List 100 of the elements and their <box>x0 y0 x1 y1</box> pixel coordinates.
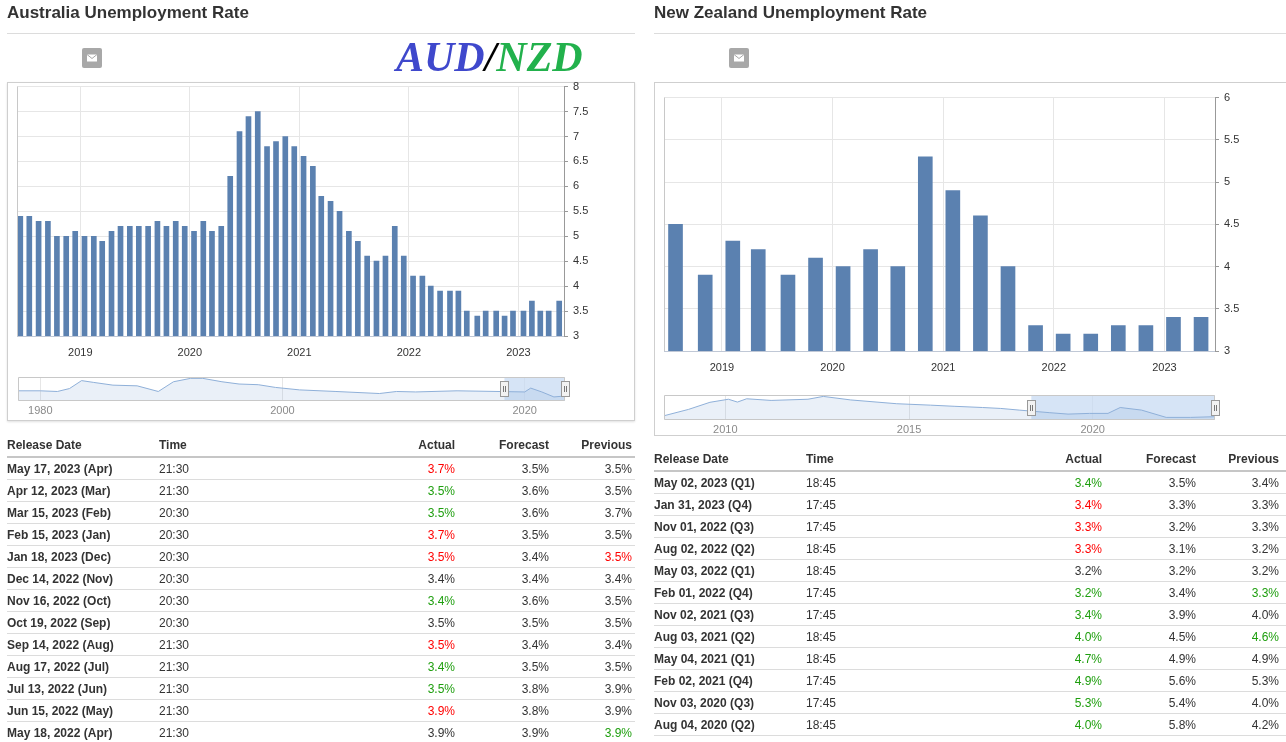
data-label: 18:45 <box>806 563 837 580</box>
legend-label: Time <box>159 437 187 454</box>
y-tick-label: 3 <box>1224 344 1231 357</box>
category-label: Sep 14, 2022 (Aug) <box>7 637 114 654</box>
data-label: 5.3% <box>1074 695 1102 712</box>
x-tick-label: 2022 <box>1041 360 1066 373</box>
data-label: 3.3% <box>1251 585 1279 602</box>
x-tick-label: 2020 <box>512 403 537 416</box>
data-label: 3.4% <box>1168 585 1196 602</box>
data-label: 3.3% <box>1251 519 1279 536</box>
data-label: 21:30 <box>159 681 190 698</box>
y-tick-label: 7 <box>573 129 580 142</box>
data-label: 5.3% <box>1251 673 1279 690</box>
category-label: Aug 03, 2021 (Q2) <box>654 629 755 646</box>
data-label: 3.9% <box>604 703 632 720</box>
data-label: 3.8% <box>521 703 549 720</box>
data-label: 3.2% <box>1074 585 1102 602</box>
category-label: Feb 15, 2023 (Jan) <box>7 527 111 544</box>
data-label: 3.3% <box>1074 519 1102 536</box>
data-label: 5.4% <box>1168 695 1196 712</box>
category-label: Nov 16, 2022 (Oct) <box>7 593 112 610</box>
data-label: 3.2% <box>1168 563 1196 580</box>
chart-title: New Zealand Unemployment Rate <box>654 2 928 24</box>
text: Release Date <box>7 437 82 454</box>
x-tick-label: 2019 <box>709 360 735 373</box>
category-label: May 03, 2022 (Q1) <box>654 563 755 580</box>
x-tick-label: 2020 <box>177 345 203 358</box>
data-label: 3.5% <box>427 483 455 500</box>
legend-label: Time <box>806 451 834 468</box>
category-label: Aug 17, 2022 (Jul) <box>7 659 110 676</box>
chart-title: Australia Unemployment Rate <box>7 2 249 24</box>
text: Previous <box>581 437 632 454</box>
data-label: 20:30 <box>159 593 190 610</box>
y-tick-label: 5 <box>1224 175 1231 188</box>
category-label: May 17, 2023 (Apr) <box>7 461 113 478</box>
x-tick-label: 2000 <box>270 403 295 416</box>
data-label: 3.8% <box>521 681 549 698</box>
data-label: 4.9% <box>1168 651 1196 668</box>
data-label: 3.7% <box>604 505 632 522</box>
y-tick-label: 8 <box>573 79 580 92</box>
x-tick-label: 2021 <box>287 345 312 358</box>
data-label: 3.3% <box>1168 497 1196 514</box>
data-label: 3.4% <box>521 571 549 588</box>
category-label: Aug 02, 2022 (Q2) <box>654 541 755 558</box>
data-label: 3.9% <box>604 725 632 742</box>
text: Previous <box>1228 451 1279 468</box>
data-label: 18:45 <box>806 717 837 734</box>
data-label: 21:30 <box>159 725 190 742</box>
data-label: 3.4% <box>427 571 455 588</box>
x-tick-label: 2020 <box>820 360 845 373</box>
data-label: 3.5% <box>427 615 455 632</box>
x-tick-label: 2023 <box>506 345 531 358</box>
data-label: 3.5% <box>427 637 455 654</box>
data-label: 4.9% <box>1074 673 1102 690</box>
data-label: 4.2% <box>1251 717 1279 734</box>
x-tick-label: 1980 <box>28 403 53 416</box>
legend-label: Forecast <box>498 437 549 454</box>
data-label: 3.6% <box>521 593 549 610</box>
category-label: Jan 31, 2023 (Q4) <box>654 497 753 514</box>
data-label: 4.9% <box>1251 651 1279 668</box>
data-label: 3.5% <box>604 549 632 566</box>
data-label: 3.9% <box>427 725 455 742</box>
data-label: 3.7% <box>427 527 455 544</box>
data-label: 3.5% <box>604 659 632 676</box>
data-label: 3.5% <box>1168 475 1196 492</box>
data-label: 3.5% <box>604 461 632 478</box>
legend-label: Forecast <box>1145 451 1196 468</box>
data-label: 4.6% <box>1251 629 1279 646</box>
y-tick-label: 4 <box>1224 259 1231 272</box>
data-label: 3.5% <box>604 593 632 610</box>
x-tick-label: 2019 <box>68 345 93 358</box>
category-label: May 18, 2022 (Apr) <box>7 725 113 742</box>
data-label: 20:30 <box>159 527 190 544</box>
data-label: 17:45 <box>806 673 837 690</box>
y-tick-label: 6 <box>1224 90 1231 103</box>
data-label: 3.5% <box>521 461 549 478</box>
data-label: 18:45 <box>806 541 837 558</box>
data-label: 3.4% <box>604 637 632 654</box>
category-label: Mar 15, 2023 (Feb) <box>7 505 112 522</box>
x-tick-label: 2022 <box>396 345 422 358</box>
data-label: 3.9% <box>1168 607 1196 624</box>
y-tick-label: 3.5 <box>1224 301 1240 314</box>
data-label: 21:30 <box>159 483 190 500</box>
data-label: 3.9% <box>427 703 455 720</box>
y-tick-label: 5.5 <box>573 204 589 217</box>
category-label: Jan 18, 2023 (Dec) <box>7 549 112 566</box>
y-tick-label: 5 <box>573 229 580 242</box>
data-label: 3.4% <box>427 593 455 610</box>
y-tick-label: 6 <box>573 179 580 192</box>
data-label: 3.2% <box>1251 563 1279 580</box>
data-label: 20:30 <box>159 549 190 566</box>
text: AUD <box>396 34 485 80</box>
category-label: Oct 19, 2022 (Sep) <box>7 615 111 632</box>
data-label: 3.5% <box>521 659 549 676</box>
y-tick-label: 7.5 <box>573 104 589 117</box>
data-label: 3.4% <box>521 549 549 566</box>
data-label: 3.9% <box>604 681 632 698</box>
data-label: 3.5% <box>521 615 549 632</box>
data-label: 3.7% <box>427 461 455 478</box>
data-label: 4.7% <box>1074 651 1102 668</box>
